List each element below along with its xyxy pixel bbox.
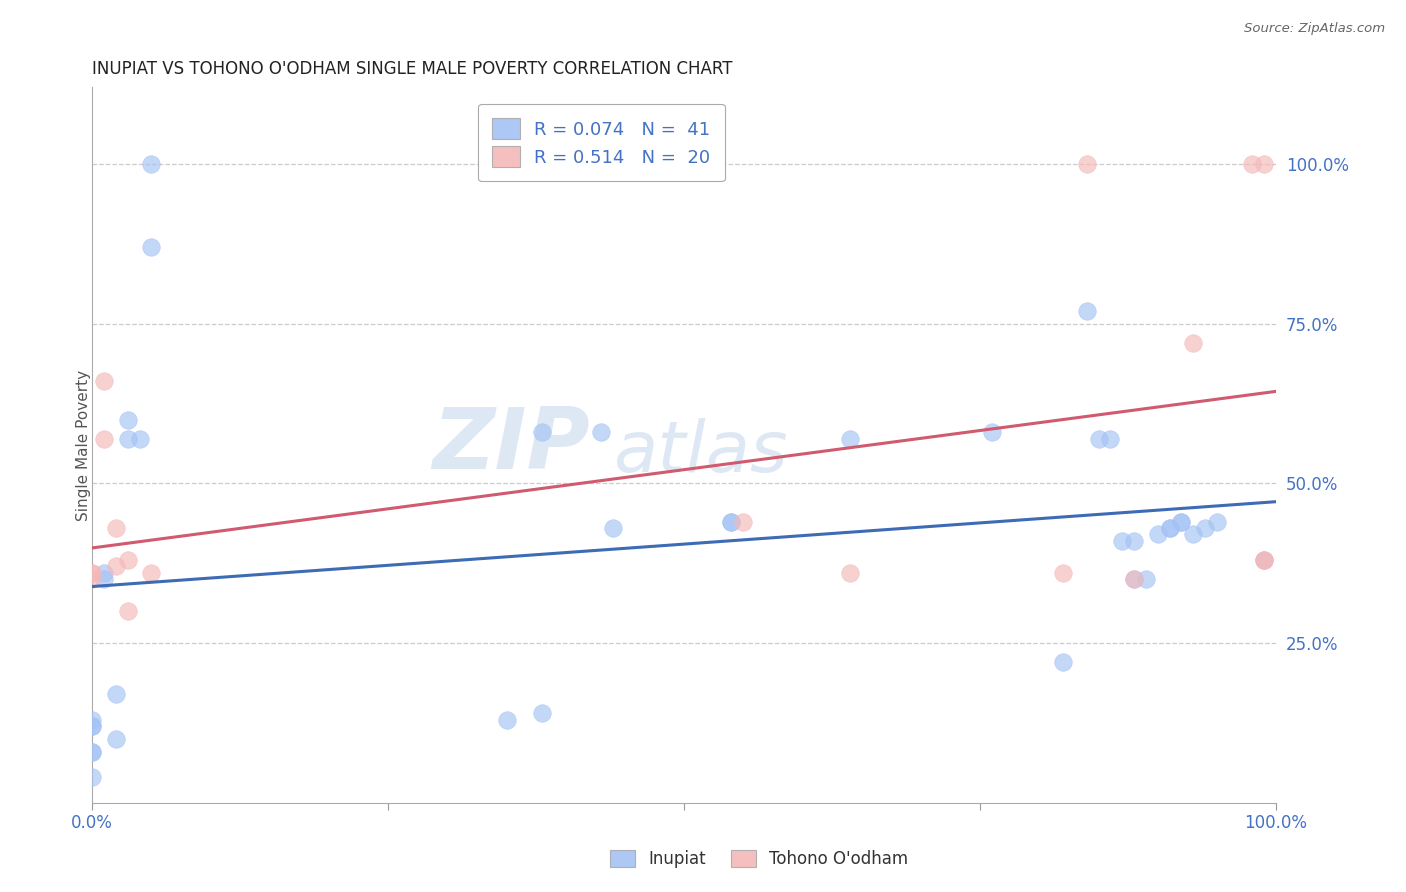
Point [1206, 515, 1229, 529]
Text: INUPIAT VS TOHONO O'ODHAM SINGLE MALE POVERTY CORRELATION CHART: INUPIAT VS TOHONO O'ODHAM SINGLE MALE PO… [93, 60, 733, 78]
Point [104, 559, 127, 574]
Point [981, 425, 1004, 440]
Point [1111, 533, 1133, 548]
Point [591, 425, 613, 440]
Point [117, 412, 139, 426]
Point [82, 745, 104, 759]
Point [104, 687, 127, 701]
Legend: R = 0.074   N =  41, R = 0.514   N =  20: R = 0.074 N = 41, R = 0.514 N = 20 [478, 103, 724, 181]
Point [93, 374, 115, 388]
Point [1123, 533, 1146, 548]
Text: Source: ZipAtlas.com: Source: ZipAtlas.com [1244, 22, 1385, 36]
Point [82, 713, 104, 727]
Point [1182, 335, 1205, 350]
Point [141, 240, 163, 254]
Point [104, 731, 127, 746]
Point [838, 566, 860, 580]
Point [1159, 521, 1181, 535]
Point [117, 604, 139, 618]
Point [141, 157, 163, 171]
Point [1123, 572, 1146, 586]
Point [82, 572, 104, 586]
Point [1182, 527, 1205, 541]
Point [93, 572, 115, 586]
Point [531, 706, 554, 721]
Point [128, 432, 150, 446]
Point [82, 745, 104, 759]
Point [93, 566, 115, 580]
Point [495, 713, 517, 727]
Point [82, 770, 104, 784]
Point [1170, 515, 1192, 529]
Point [1194, 521, 1216, 535]
Point [1146, 527, 1168, 541]
Point [1159, 521, 1181, 535]
Legend: Inupiat, Tohono O'odham: Inupiat, Tohono O'odham [603, 843, 915, 875]
Point [531, 425, 554, 440]
Point [1253, 553, 1275, 567]
Point [82, 719, 104, 733]
Point [117, 553, 139, 567]
Point [82, 566, 104, 580]
Point [1135, 572, 1157, 586]
Y-axis label: Single Male Poverty: Single Male Poverty [76, 369, 91, 521]
Point [1052, 655, 1074, 669]
Point [602, 521, 624, 535]
Point [1076, 304, 1098, 318]
Point [82, 566, 104, 580]
Point [1241, 157, 1264, 171]
Point [1052, 566, 1074, 580]
Point [720, 515, 742, 529]
Point [104, 521, 127, 535]
Point [1123, 572, 1146, 586]
Point [733, 515, 755, 529]
Point [1087, 432, 1109, 446]
Point [838, 432, 860, 446]
Point [1099, 432, 1122, 446]
Point [141, 566, 163, 580]
Point [1253, 553, 1275, 567]
Point [1253, 553, 1275, 567]
Point [1076, 157, 1098, 171]
Point [720, 515, 742, 529]
Point [82, 719, 104, 733]
Point [1170, 515, 1192, 529]
Text: ZIP: ZIP [432, 403, 589, 486]
Point [1253, 157, 1275, 171]
Text: atlas: atlas [613, 417, 787, 487]
Point [117, 432, 139, 446]
Point [93, 432, 115, 446]
